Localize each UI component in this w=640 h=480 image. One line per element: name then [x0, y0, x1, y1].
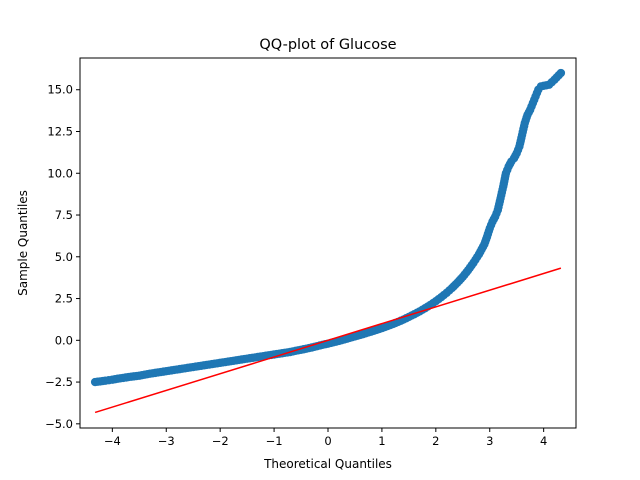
y-axis-label: Sample Quantiles [16, 190, 30, 296]
x-tick-label: 0 [324, 434, 331, 448]
y-tick-label: −2.5 [45, 375, 73, 389]
reference-line-layer [94, 267, 562, 414]
y-tick-label: 12.5 [47, 124, 73, 138]
x-axis-label: Theoretical Quantiles [263, 457, 392, 471]
y-tick-label: 7.5 [55, 208, 73, 222]
x-tick-label: −1 [266, 434, 283, 448]
x-tick-label: −3 [158, 434, 175, 448]
x-tick-label: 1 [378, 434, 385, 448]
y-tick-label: −5.0 [45, 417, 73, 431]
x-axis-ticks: −4 −3 −2 −1 0 1 2 3 4 [104, 428, 547, 448]
y-tick-label: 5.0 [55, 250, 73, 264]
plot-area [79, 57, 577, 429]
chart-title: QQ-plot of Glucose [259, 37, 396, 53]
y-tick-label: 0.0 [55, 333, 73, 347]
data-point [556, 68, 566, 78]
x-tick-label: 2 [432, 434, 439, 448]
x-tick-label: −4 [104, 434, 121, 448]
reference-line [94, 267, 562, 414]
x-tick-label: 3 [486, 434, 493, 448]
y-tick-label: 10.0 [47, 166, 73, 180]
x-tick-label: −2 [212, 434, 229, 448]
y-tick-label: 2.5 [55, 292, 73, 306]
y-tick-label: 15.0 [47, 83, 73, 97]
x-tick-label: 4 [540, 434, 547, 448]
y-axis-ticks: −5.0 −2.5 0.0 2.5 5.0 7.5 10.0 12.5 15.0 [45, 83, 80, 431]
